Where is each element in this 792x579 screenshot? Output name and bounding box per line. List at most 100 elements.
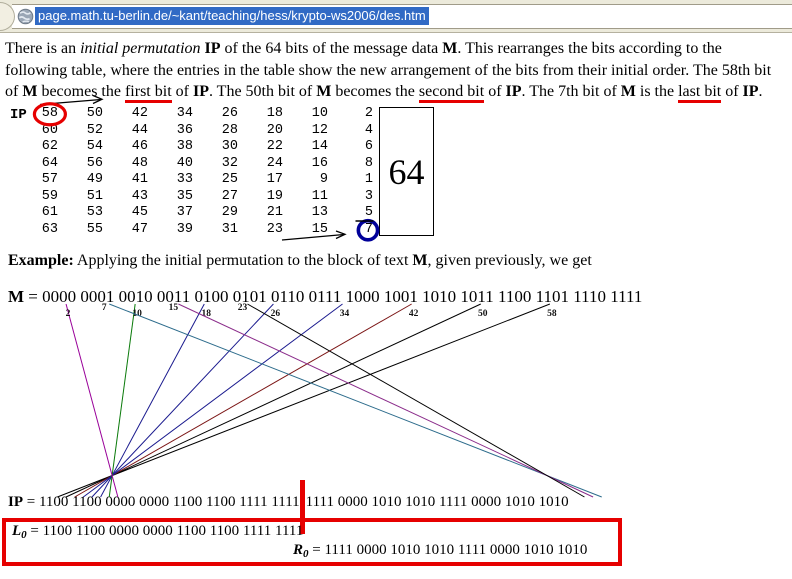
ip-table-cell: 31 [221,221,238,237]
ip-table-cell: 35 [176,188,193,204]
ip-table-cell: 24 [266,155,283,171]
ip-result-line: IP = 1100 1100 0000 0000 1100 1100 1111 … [8,480,569,534]
ip-table-cell: 39 [176,221,193,237]
ip-right-bits: 1111 0000 1010 1010 1111 0000 1010 1010 [305,494,569,510]
ip-table-cell: 7 [364,221,373,237]
intro-paragraph: There is an initial permutation IP of th… [5,38,788,103]
permutation-line [178,303,594,498]
block-size-value: 64 [388,151,425,192]
permutation-line [100,303,205,498]
ip-table-cell: 54 [86,139,103,154]
ip-table-cell: 48 [131,155,148,171]
ip-table-cell: 57 [41,172,58,187]
bit-position-label: 34 [340,309,350,319]
permutation-line [65,303,481,498]
ip-table-cell: 45 [131,205,148,220]
ip-table-cell: 22 [266,139,283,154]
text-segment: M [442,40,458,57]
ip-table-cell: 34 [176,106,193,121]
permutation-line [109,303,602,498]
bit-position-label: 18 [202,309,212,319]
ip-table-cell: 50 [86,106,103,121]
permutation-line [65,303,119,498]
ip-table-cell: 43 [131,188,148,204]
text-segment: becomes the [331,83,419,100]
text-segment: of the 64 bits of the message data [220,40,443,57]
globe-icon [17,8,34,25]
l0-subscript: 0 [21,529,27,541]
text-segment: . The 50th bit of [208,83,317,100]
ip-table-cell: 33 [176,172,193,187]
r0-label: R [293,542,304,558]
ip-table-cell: 11 [311,188,328,204]
ip-table-row: 61 53 45 37 29 21 13 5 [13,205,373,222]
ip-table-cell: 42 [131,106,148,121]
ip-table-cell: 15 [311,221,328,237]
permutation-line [108,303,136,498]
ip-table-label: IP [10,107,27,123]
text-segment: . [758,83,763,100]
ip-table-cell: 53 [86,205,103,220]
ip-table-row: 59 51 43 35 27 19 11 3 [13,189,373,206]
text-segment: Example: [8,252,74,269]
ip-table-cell: 13 [311,205,328,220]
bit-position-label: 2 [66,309,71,319]
text-segment: last bit [678,83,722,103]
text-segment: M [412,252,428,269]
text-segment: of [484,83,506,100]
ip-table-cell: 51 [86,188,103,204]
text-segment: IP [505,83,522,100]
text-segment: IP [192,83,209,100]
ip-table-row: 60 52 44 36 28 20 12 4 [13,123,373,140]
text-segment: second bit [418,83,485,103]
ip-table-cell: 8 [364,155,373,171]
ip-equals: = [23,494,39,510]
ip-table-cell: 63 [41,221,58,237]
ip-table-cell: 25 [221,172,238,187]
ip-table-cell: 59 [41,188,58,204]
r0-equals: = [308,542,325,558]
text-segment: first bit [124,83,172,103]
l0-label: L [12,523,22,539]
ip-table-row: 62 54 46 38 30 22 14 6 [13,139,373,156]
ip-table-cell: 1 [364,172,373,187]
permutation-line [247,303,585,498]
m-bits: 0000 0001 0010 0011 0100 0101 0110 0111 … [42,287,643,306]
ip-table: 58 50 42 34 26 18 10 2 60 52 44 36 28 20 12 4 62 54 46 38 30… [13,106,373,238]
bit-position-label: 58 [547,309,557,319]
ip-table-cell: 61 [41,205,58,220]
ip-table-cell: 18 [266,106,283,121]
ip-table-cell: 32 [221,155,238,171]
l0-line: L0 = 1100 1100 0000 0000 1100 1100 1111 … [12,523,618,541]
text-segment: There is an [5,40,81,57]
r0-bits: 1111 0000 1010 1010 1111 0000 1010 1010 [324,542,588,558]
permutation-line [91,303,274,498]
permutation-line [83,303,343,498]
bit-position-label: 50 [478,309,488,319]
ip-table-cell: 9 [319,172,328,187]
ip-table-cell: 5 [364,205,373,220]
ip-table-cell: 44 [131,122,148,138]
ip-table-cell: 60 [41,122,58,138]
message-line: M = 0000 0001 0010 0011 0100 0101 0110 0… [8,287,642,307]
ip-table-cell: 6 [364,139,373,154]
ip-table-row: 63 55 47 39 31 23 15 7 [13,222,373,239]
ip-table-cell: 12 [311,122,328,138]
example-line: Example: Applying the initial permutatio… [8,250,788,272]
ip-left-bits: 1100 1100 0000 0000 1100 1100 1111 1111 [38,494,300,510]
ip-table-row: 64 56 48 40 32 24 16 8 [13,156,373,173]
ip-table-cell: 62 [41,139,58,154]
bit-position-label: 42 [409,309,419,319]
ip-table-cell: 23 [266,221,283,237]
ip-table-cell: 3 [364,188,373,204]
ip-table-cell: 30 [221,139,238,154]
permutation-line [57,303,551,498]
url-input[interactable]: page.math.tu-berlin.de/~kant/teaching/he… [35,7,429,25]
red-divider-bar [299,480,305,534]
ip-table-cell: 16 [311,155,328,171]
ip-table-cell: 27 [221,188,238,204]
ip-table-cell: 14 [311,139,328,154]
text-segment: Applying the initial permutation to the … [73,252,413,269]
ip-table-cell: 10 [311,106,328,121]
text-segment: of [721,83,743,100]
